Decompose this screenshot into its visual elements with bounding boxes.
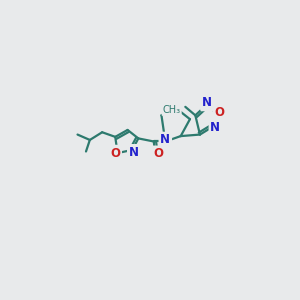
Text: O: O — [110, 146, 120, 160]
Text: N: N — [202, 97, 212, 110]
Text: N: N — [160, 134, 170, 146]
Text: N: N — [129, 146, 139, 159]
Text: N: N — [210, 121, 220, 134]
Text: CH₃: CH₃ — [163, 105, 181, 115]
Text: O: O — [153, 147, 164, 160]
Text: O: O — [214, 106, 224, 119]
